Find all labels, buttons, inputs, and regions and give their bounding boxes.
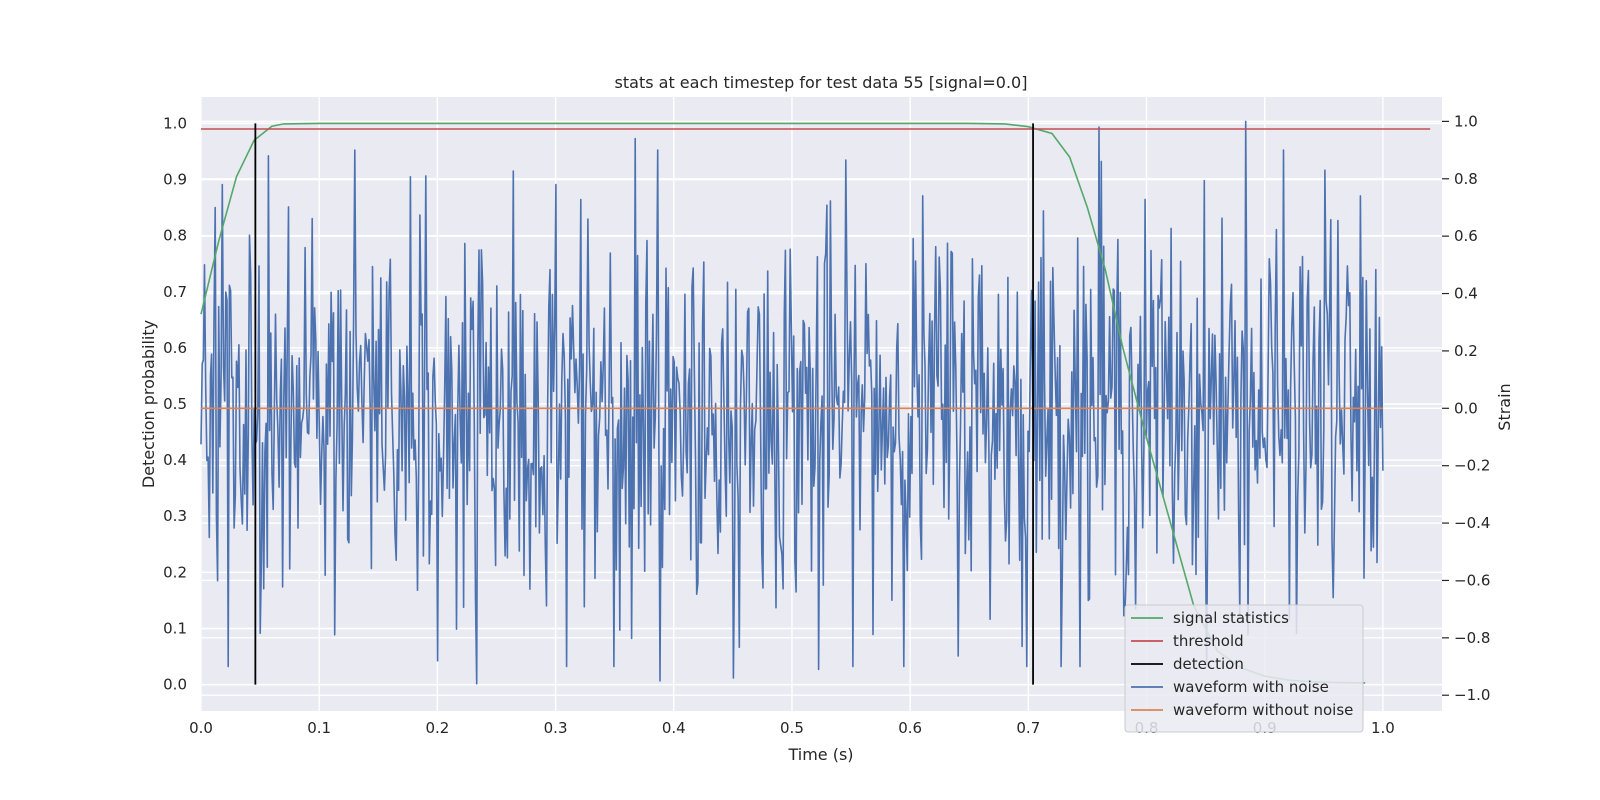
y-tick-label: 0.9 <box>163 171 187 189</box>
legend-label: waveform with noise <box>1173 678 1329 696</box>
y-axis-label: Detection probability <box>139 320 158 488</box>
legend-label: waveform without noise <box>1173 701 1353 719</box>
x-tick-label: 0.2 <box>425 719 449 737</box>
y2-tick-label: 1.0 <box>1454 112 1478 130</box>
y-tick-label: 0.1 <box>163 619 187 637</box>
y-tick-label: 0.3 <box>163 507 187 525</box>
x-axis-label: Time (s) <box>787 745 853 764</box>
legend-label: detection <box>1173 655 1244 673</box>
legend-label: threshold <box>1173 632 1244 650</box>
x-tick-label: 0.6 <box>898 719 922 737</box>
legend: signal statistics threshold detection wavef… <box>1124 604 1364 733</box>
y-tick-label: 0.8 <box>163 227 187 245</box>
y-tick-label: 1.0 <box>163 114 187 132</box>
chart-title: stats at each timestep for test data 55 … <box>615 73 1028 92</box>
x-tick-label: 0.3 <box>544 719 568 737</box>
y2-tick-label: 0.6 <box>1454 227 1478 245</box>
y2-tick-label: 0.4 <box>1454 285 1478 303</box>
x-tick-label: 1.0 <box>1371 719 1395 737</box>
waveform-with-noise-line <box>200 120 1384 685</box>
y-tick-label: 0.7 <box>163 283 187 301</box>
y2-tick-label: −0.4 <box>1454 514 1490 532</box>
x-tick-label: 0.0 <box>189 719 213 737</box>
legend-box <box>1124 604 1364 733</box>
y-tick-label: 0.2 <box>163 563 187 581</box>
y-tick-label: 0.6 <box>163 339 187 357</box>
y-tick-label: 0.5 <box>163 395 187 413</box>
x-tick-label: 0.4 <box>662 719 686 737</box>
y2-tick-label: −0.6 <box>1454 571 1490 589</box>
y-tick-label: 0.0 <box>163 676 187 694</box>
x-tick-label: 0.1 <box>307 719 331 737</box>
y2-tick-label: −1.0 <box>1454 686 1490 704</box>
legend-label: signal statistics <box>1173 609 1289 627</box>
y2-tick-label: 0.8 <box>1454 170 1478 188</box>
x-tick-label: 0.7 <box>1016 719 1040 737</box>
y2-tick-label: 0.2 <box>1454 342 1478 360</box>
y2-tick-label: 0.0 <box>1454 399 1478 417</box>
y2-tick-label: −0.8 <box>1454 629 1490 647</box>
x-tick-label: 0.5 <box>780 719 804 737</box>
axes: 0.0 0.1 0.2 0.3 0.4 0.5 0.6 0.7 0.8 0.9 1.0 0.0 0.1 0… <box>163 112 1490 737</box>
y-tick-label: 0.4 <box>163 451 187 469</box>
y2-tick-label: −0.2 <box>1454 457 1490 475</box>
y2-axis-label: Strain <box>1495 383 1514 430</box>
